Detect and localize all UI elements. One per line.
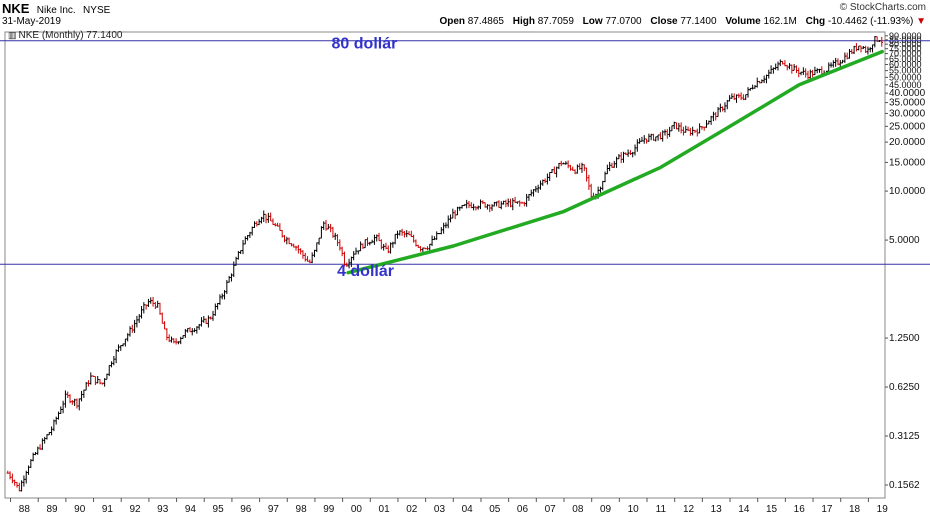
chg-label: Chg [805,16,826,27]
low-label: Low [582,16,603,27]
y-tick-label: 1.2500 [889,333,920,344]
x-tick-label: 97 [268,504,280,515]
x-tick-label: 16 [794,504,806,515]
y-tick-label: 90.0000 [889,31,922,41]
x-tick-label: 13 [711,504,723,515]
x-tick-label: 98 [296,504,308,515]
ohlc-readout: Open 87.4865 High 87.7059 Low 77.0700 Cl… [439,16,926,27]
x-tick-label: 95 [213,504,225,515]
brand-label: © StockCharts.com [839,2,926,13]
high-label: High [512,16,535,27]
x-tick-label: 92 [130,504,142,515]
volume-label: Volume [725,16,761,27]
x-tick-label: 05 [489,504,501,515]
x-tick-label: 93 [157,504,169,515]
trendline [346,49,884,275]
close-label: Close [650,16,678,27]
x-tick-label: 17 [821,504,833,515]
series-legend: ▥ NKE (Monthly) 77.1400 [8,30,122,41]
x-tick-label: 11 [656,504,667,515]
y-tick-label: 45.0000 [889,80,922,90]
y-tick-label: 0.6250 [889,382,920,393]
x-tick-label: 14 [738,504,750,515]
ticker-symbol: NKE [2,1,30,16]
x-tick-label: 88 [19,504,31,515]
close-value: 77.1400 [680,16,717,27]
x-tick-label: 01 [379,504,391,515]
x-tick-label: 07 [545,504,557,515]
high-value: 87.7059 [537,16,574,27]
annotation-label: 80 dollár [332,36,398,53]
y-tick-label: 75.0000 [889,44,922,54]
company-name: Nike Inc. [36,5,76,16]
bar-chart-icon: ▥ [8,30,17,40]
plot-frame [4,31,886,499]
x-tick-label: 89 [46,504,58,515]
chart-header: NKE Nike Inc. NYSE 31-May-2019 © StockCh… [2,0,928,30]
y-tick-label: 0.3125 [889,431,920,442]
exchange-name: NYSE [83,5,111,16]
x-tick-label: 00 [351,504,363,515]
x-tick-label: 96 [240,504,252,515]
down-arrow-icon: ▼ [916,16,926,27]
annotation-label: 4 dollár [337,263,394,280]
x-tick-label: 03 [434,504,446,515]
brand-link[interactable]: © StockCharts.com [840,2,926,13]
x-tick-label: 04 [462,504,474,515]
title-line: NKE Nike Inc. NYSE [2,1,110,16]
y-tick-label: 15.0000 [889,157,926,168]
y-tick-label: 65.0000 [889,54,922,64]
y-tick-label: 80.0000 [889,39,922,49]
y-tick-label: 40.0000 [889,88,926,99]
x-tick-label: 08 [572,504,584,515]
y-tick-label: 30.0000 [889,108,926,119]
y-tick-label: 70.0000 [889,49,922,59]
x-tick-label: 94 [185,504,197,515]
x-tick-label: 19 [877,504,889,515]
open-label: Open [439,16,466,27]
y-tick-label: 85.0000 [889,35,922,45]
legend-label: NKE (Monthly) 77.1400 [18,30,123,41]
y-tick-label: 5.0000 [889,235,920,246]
chart-date: 31-May-2019 [2,16,61,27]
x-tick-label: 15 [766,504,778,515]
y-tick-label: 55.0000 [889,66,922,76]
y-tick-label: 10.0000 [889,186,926,197]
x-tick-label: 18 [849,504,861,515]
x-tick-label: 99 [323,504,335,515]
y-tick-label: 25.0000 [889,121,926,132]
y-tick-label: 35.0000 [889,98,926,109]
volume-value: 162.1M [763,16,797,27]
x-tick-label: 09 [600,504,612,515]
x-tick-label: 10 [628,504,640,515]
x-tick-label: 91 [102,504,114,515]
open-value: 87.4865 [467,16,504,27]
y-tick-label: 60.0000 [889,59,922,69]
x-tick-label: 06 [517,504,529,515]
y-tick-label: 20.0000 [889,137,926,148]
chg-value: -10.4462 (-11.93%) [827,16,914,27]
x-tick-label: 90 [74,504,86,515]
y-tick-label: 0.1562 [889,480,920,491]
y-tick-label: 50.0000 [889,72,922,82]
x-tick-label: 02 [406,504,418,515]
low-value: 77.0700 [605,16,642,27]
x-tick-label: 12 [683,504,695,515]
